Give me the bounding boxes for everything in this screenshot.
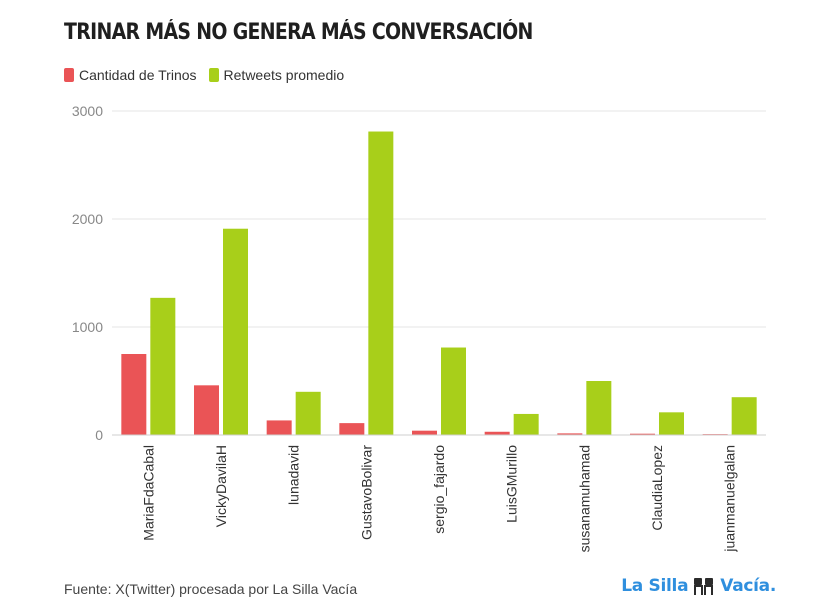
x-tick-label: ClaudiaLopez <box>649 445 665 531</box>
bar-retweets <box>368 131 394 435</box>
x-tick-label: juanmanuelgalan <box>722 445 738 553</box>
legend: Cantidad de Trinos Retweets promedio <box>64 67 348 83</box>
legend-item-retweets[interactable]: Retweets promedio <box>208 67 345 83</box>
bar-retweets <box>586 381 612 435</box>
x-tick-label: sergio_fajardo <box>431 445 447 534</box>
legend-label-retweets: Retweets promedio <box>223 67 345 83</box>
x-tick-label: susanamuhamad <box>576 445 592 552</box>
bar-trinos <box>266 420 292 435</box>
bar-retweets <box>223 228 248 435</box>
bar-trinos <box>121 354 147 435</box>
legend-item-trinos[interactable]: Cantidad de Trinos <box>64 67 197 83</box>
y-tick-label: 3000 <box>72 103 103 119</box>
bar-chart: 0 1000 2000 3000 MariaFdaCabal VickyDavilaH lu… <box>72 103 766 553</box>
source-note: Fuente: X(Twitter) procesada por La Sill… <box>64 581 358 597</box>
bar-trinos <box>412 430 437 435</box>
x-tick-label: lunadavid <box>286 445 302 505</box>
bar-trinos <box>484 431 510 435</box>
bar-trinos <box>630 433 655 435</box>
y-tick-label: 1000 <box>72 319 103 335</box>
brand-name-part1: La Silla <box>621 576 689 596</box>
bar-retweets <box>295 391 321 435</box>
bar-trinos <box>557 433 583 435</box>
bar-trinos <box>339 423 365 435</box>
x-tick-label: VickyDavilaH <box>213 445 229 527</box>
brand-logo: La Silla Vacía. <box>621 576 776 596</box>
x-tick-label: LuisGMurillo <box>504 445 520 523</box>
legend-swatch-retweets <box>208 68 219 82</box>
legend-swatch-trinos <box>64 68 74 82</box>
y-tick-label: 2000 <box>72 211 103 227</box>
bar-retweets <box>513 413 539 435</box>
chairs-icon <box>692 576 716 596</box>
bar-retweets <box>659 412 684 435</box>
legend-label-trinos: Cantidad de Trinos <box>79 67 197 83</box>
brand-name-part2: Vacía. <box>720 576 776 596</box>
x-tick-label: GustavoBolivar <box>358 445 374 540</box>
bar-retweets <box>441 347 466 435</box>
bar-retweets <box>150 297 176 435</box>
bar-retweets <box>731 397 757 435</box>
y-tick-label: 0 <box>95 427 103 443</box>
x-tick-label: MariaFdaCabal <box>140 445 156 541</box>
bar-trinos <box>194 385 219 435</box>
chart-title: TRINAR MÁS NO GENERA MÁS CONVERSACIÓN <box>64 20 533 45</box>
